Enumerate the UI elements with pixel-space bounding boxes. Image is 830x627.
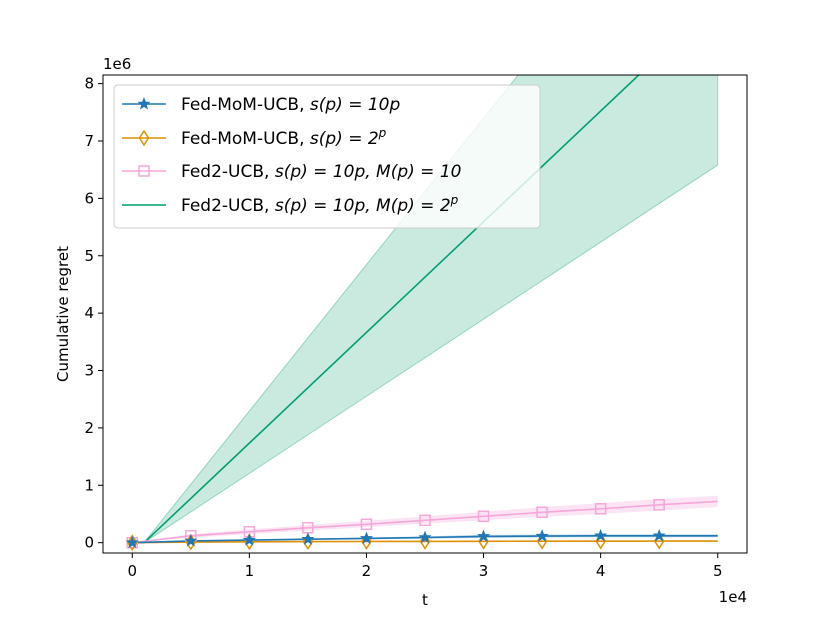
star-marker: [418, 530, 432, 544]
y-axis-label: Cumulative regret: [54, 246, 72, 382]
confidence-band: [132, 495, 718, 543]
star-marker: [535, 529, 549, 542]
legend-box: [113, 84, 541, 229]
diamond-marker: [138, 129, 150, 147]
square-marker: [138, 165, 150, 177]
y-tick-label: 6: [84, 189, 94, 207]
diamond-marker: [126, 534, 138, 552]
y-tick-label: 1: [84, 476, 94, 494]
x-tick-label: 1: [245, 562, 255, 580]
series-markers: [125, 499, 666, 552]
series-line: [132, 500, 718, 544]
star-marker: [476, 529, 491, 542]
x-tick-label: 5: [713, 562, 723, 580]
x-tick-label: 3: [479, 562, 489, 580]
series-line: [132, 540, 718, 544]
legend-label: Fed-MoM-UCB, s(p) = 2p: [181, 126, 387, 149]
y-tick-label: 5: [84, 247, 94, 265]
square-marker: [419, 514, 431, 527]
y-tick-label: 4: [84, 304, 94, 322]
star-marker: [184, 533, 198, 547]
y-tick-label: 2: [84, 419, 94, 437]
y-tick-label: 7: [84, 132, 94, 150]
square-marker: [360, 518, 373, 531]
square-marker: [594, 503, 607, 515]
star-marker: [359, 531, 374, 544]
legend: Fed-MoM-UCB, s(p) = 10p Fed-MoM-UCB, s(p)…: [113, 84, 541, 229]
x-tick-label: 4: [596, 562, 606, 580]
y-axis-multiplier: 1e6: [103, 55, 131, 73]
star-marker: [652, 528, 666, 542]
diamond-marker: [361, 533, 372, 550]
y-axis-ticks: 0 1 2 3 4 5 6 7 8: [84, 75, 103, 552]
star-marker: [137, 97, 151, 110]
star-marker: [594, 528, 608, 542]
star-marker: [242, 533, 256, 546]
x-axis-label: t: [422, 591, 428, 609]
legend-label: Fed2-UCB, s(p) = 10p, M(p) = 2p: [181, 193, 459, 216]
x-axis-multiplier: 1e4: [719, 588, 747, 606]
x-tick-label: 2: [362, 562, 372, 580]
square-marker: [536, 506, 548, 519]
square-marker: [653, 499, 665, 511]
y-tick-label: 3: [84, 362, 94, 380]
x-tick-label: 0: [127, 562, 137, 580]
legend-label: Fed2-UCB, s(p) = 10p, M(p) = 10: [181, 162, 461, 182]
star-marker: [301, 532, 315, 545]
star-marker: [125, 535, 139, 549]
plot-frame: [102, 74, 748, 554]
square-marker: [477, 510, 490, 523]
y-tick-label: 8: [84, 75, 94, 93]
x-axis-ticks: 0 1 2 3 4 5: [127, 553, 723, 580]
y-tick-label: 0: [84, 534, 94, 552]
diamond-marker: [419, 533, 431, 550]
legend-label: Fed-MoM-UCB, s(p) = 10p: [181, 95, 400, 115]
